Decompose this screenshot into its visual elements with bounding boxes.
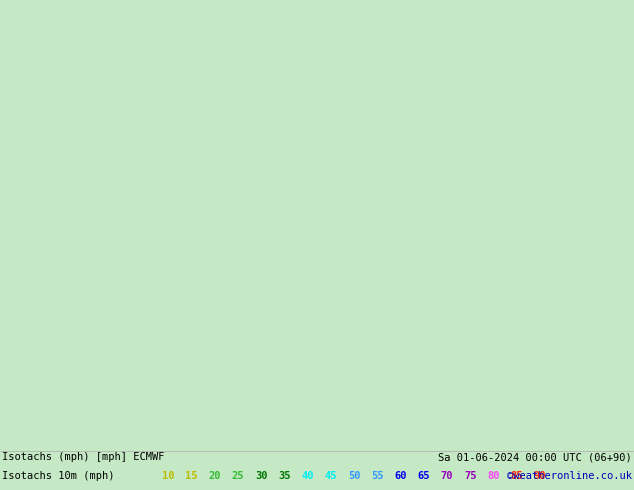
Text: 45: 45: [325, 471, 337, 481]
Text: 15: 15: [185, 471, 198, 481]
Text: 65: 65: [418, 471, 430, 481]
Text: 75: 75: [464, 471, 477, 481]
Text: 40: 40: [301, 471, 314, 481]
Text: 10: 10: [162, 471, 174, 481]
Text: 50: 50: [348, 471, 360, 481]
Text: ©weatheronline.co.uk: ©weatheronline.co.uk: [507, 471, 632, 481]
Text: 80: 80: [488, 471, 500, 481]
Text: 90: 90: [534, 471, 547, 481]
Text: 25: 25: [231, 471, 244, 481]
Text: Isotachs 10m (mph): Isotachs 10m (mph): [2, 471, 115, 481]
Text: 70: 70: [441, 471, 453, 481]
Text: 20: 20: [209, 471, 221, 481]
Text: 35: 35: [278, 471, 290, 481]
Text: 85: 85: [510, 471, 523, 481]
Text: 60: 60: [394, 471, 407, 481]
Text: Isotachs (mph) [mph] ECMWF: Isotachs (mph) [mph] ECMWF: [2, 452, 164, 462]
Text: 55: 55: [371, 471, 384, 481]
Text: Sa 01-06-2024 00:00 UTC (06+90): Sa 01-06-2024 00:00 UTC (06+90): [438, 452, 632, 462]
Text: 30: 30: [255, 471, 268, 481]
